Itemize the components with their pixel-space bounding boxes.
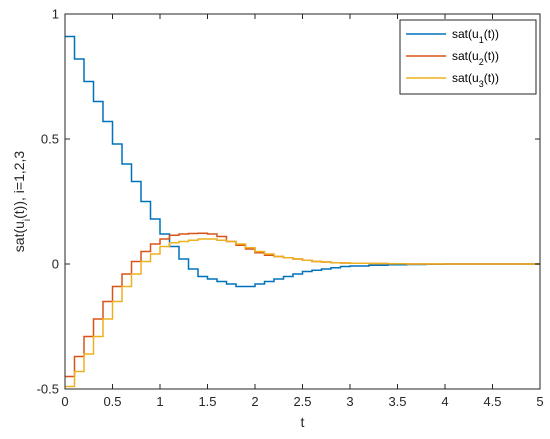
y-tick-label: 0	[52, 257, 59, 272]
x-tick-label: 2	[251, 394, 258, 409]
legend-box	[399, 19, 537, 95]
legend: sat(u1(t))sat(u2(t))sat(u3(t))	[399, 19, 537, 95]
axes-layer: 0 0.5 1 1.5 2 2.5 3 3.5 4 4.5 5-0.500.51	[37, 7, 544, 410]
legend-entry-3: sat(u3(t))	[452, 71, 499, 89]
legend-entry-2: sat(u2(t))	[452, 49, 499, 67]
legend-entry-1: sat(u1(t))	[452, 27, 499, 45]
y-tick-label: -0.5	[37, 382, 59, 397]
x-tick-label: 3	[346, 394, 353, 409]
y-tick-label: 0.5	[41, 132, 59, 147]
x-tick-label: 5	[536, 394, 543, 409]
legend-entry-main: sat(u	[452, 71, 479, 85]
x-tick-label: 0	[61, 394, 68, 409]
y-axis-label-tail: (t)), i=1,2,3	[11, 151, 27, 219]
x-tick-label: 1	[156, 394, 163, 409]
series-line-1	[65, 35, 540, 288]
x-tick-label: 4.5	[483, 394, 501, 409]
legend-entry-tail: (t))	[484, 49, 499, 63]
y-axis-label: sat(ui(t)), i=1,2,3	[11, 151, 33, 253]
y-tick-label: 1	[52, 7, 59, 22]
x-tick-label: 0.5	[103, 394, 121, 409]
legend-entry-sub: 1	[479, 35, 484, 45]
x-axis-label: t	[301, 414, 305, 430]
y-axis-label-main: sat(u	[11, 221, 27, 252]
x-tick-label: 1.5	[198, 394, 216, 409]
x-tick-label: 3.5	[388, 394, 406, 409]
legend-entry-main: sat(u	[452, 27, 479, 41]
x-tick-label: 2.5	[293, 394, 311, 409]
series-layer	[65, 35, 540, 388]
legend-entry-main: sat(u	[452, 49, 479, 63]
y-axis-label-sub: i	[22, 219, 33, 221]
legend-entry-tail: (t))	[484, 71, 499, 85]
legend-entry-sub: 2	[479, 57, 484, 67]
series-line-3	[65, 238, 540, 388]
legend-entry-sub: 3	[479, 79, 484, 89]
x-tick-label: 4	[441, 394, 448, 409]
legend-entry-tail: (t))	[484, 27, 499, 41]
